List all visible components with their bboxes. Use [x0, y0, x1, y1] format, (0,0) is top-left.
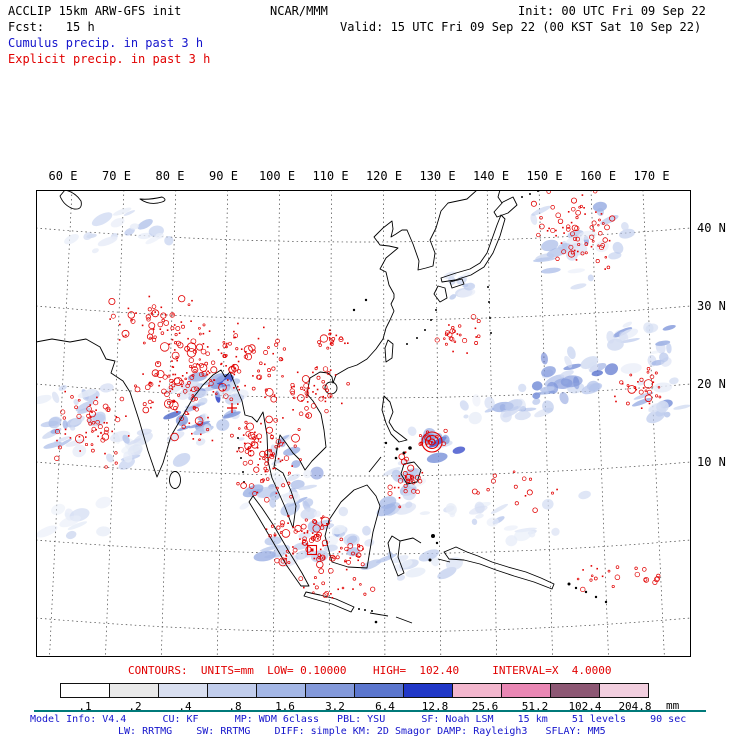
valid-time-label: Valid: 15 UTC Fri 09 Sep 22 (00 KST Sat …: [340, 20, 702, 34]
colorbar-tick-label: 51.2: [521, 700, 549, 713]
map-frame: [36, 190, 691, 657]
colorbar-cell: [550, 683, 600, 698]
colorbar-tick-label: .4: [178, 700, 192, 713]
lon-axis-label: 90 E: [209, 169, 238, 183]
kyushu: [433, 285, 448, 303]
java: [303, 591, 355, 613]
init-time-label: Init: 00 UTC Fri 09 Sep 22: [518, 4, 706, 18]
lon-axis-label: 60 E: [48, 169, 78, 183]
asia-mainland-coast: [36, 190, 478, 529]
colorbar: [60, 683, 649, 698]
typhoon-symbol: [428, 438, 436, 446]
colorbar-tick-label: .1: [78, 700, 92, 713]
colorbar-tick-label: 3.2: [325, 700, 345, 713]
typhoon-symbol: [421, 431, 443, 453]
lon-axis-label: 100 E: [258, 169, 296, 183]
colorbar-cell: [109, 683, 159, 698]
lon-axis-label: 140 E: [472, 169, 510, 183]
lat-axis-label: 10 N: [697, 455, 726, 469]
hokkaido: [493, 196, 518, 218]
palawan: [368, 456, 382, 473]
sri-lanka: [169, 471, 181, 489]
explicit-precip-layer: [36, 201, 691, 581]
lon-axis-label: 110 E: [312, 169, 349, 183]
small-islands: [237, 190, 608, 624]
divider-rule: [34, 710, 706, 712]
colorbar-cell: [501, 683, 551, 698]
lat-axis-label: 30 N: [697, 299, 726, 313]
borneo: [324, 484, 381, 569]
colorbar-cell: [403, 683, 453, 698]
typhoon-symbol: [424, 434, 440, 450]
square-marker: [310, 548, 314, 552]
colorbar-unit-label: mm: [666, 699, 680, 712]
taiwan: [384, 339, 394, 363]
mindanao: [400, 461, 422, 485]
luzon: [381, 395, 408, 443]
map-markers: [227, 403, 443, 556]
colorbar-cell: [158, 683, 208, 698]
timor: [395, 616, 413, 624]
square-marker: [306, 544, 318, 556]
lon-axis-label: 170 E: [633, 169, 670, 183]
lon-axis-label: 130 E: [419, 169, 456, 183]
graticule-grid: [36, 190, 691, 657]
contour-info-line: CONTOURS: UNITS=mm LOW= 0.10000 HIGH= 10…: [128, 664, 612, 677]
lon-axis-label: 120 E: [365, 169, 403, 183]
seram: [437, 558, 451, 563]
shikoku: [449, 278, 465, 289]
lat-axis-label: 20 N: [697, 377, 726, 391]
colorbar-tick-label: .8: [228, 700, 242, 713]
org-label: NCAR/MMM: [270, 4, 328, 18]
sulawesi: [387, 535, 422, 577]
cumulus-precip-layer: [54, 190, 662, 599]
aral-sea: [59, 190, 82, 210]
lon-axis-label: 150 E: [526, 169, 563, 183]
colorbar-tick-label: 25.6: [471, 700, 499, 713]
colorbar-tick-label: 6.4: [375, 700, 395, 713]
colorbar-tick-label: 102.4: [568, 700, 602, 713]
colorbar-labels: .1 .2 .4 .8 1.6 3.2 6.4 12.8 25.6 51.2 102.4 204.8: [60, 700, 660, 713]
colorbar-cell: [305, 683, 355, 698]
colorbar-cell: [354, 683, 404, 698]
honshu: [440, 214, 506, 283]
cross-marker: [227, 403, 237, 413]
colorbar-cell: [60, 683, 110, 698]
map-plot-area: [36, 190, 691, 657]
new-guinea: [443, 546, 555, 590]
lat-axis-label: 40 N: [697, 221, 726, 235]
colorbar-cell: [452, 683, 502, 698]
coastlines: [36, 190, 608, 624]
cumulus-legend-label: Cumulus precip. in past 3 h: [8, 36, 204, 50]
plot-title: ACCLIP 15km ARW-GFS init: [8, 4, 182, 18]
colorbar-cell: [207, 683, 257, 698]
flores: [369, 612, 389, 617]
lon-axis-label: 160 E: [579, 169, 617, 183]
colorbar-tick-label: 204.8: [618, 700, 652, 713]
explicit-legend-label: Explicit precip. in past 3 h: [8, 52, 211, 66]
typhoon-symbol: [431, 441, 433, 443]
sumatra: [248, 495, 310, 587]
model-info-line1: Model Info: V4.4 CU: KF MP: WDM 6class P…: [30, 714, 687, 725]
lon-axis-label: 80 E: [155, 169, 185, 183]
model-info-line2: LW: RRTMG SW: RRTMG DIFF: simple KM: 2D …: [118, 726, 606, 737]
colorbar-tick-label: 1.6: [275, 700, 295, 713]
lon-axis-label: 70 E: [102, 169, 131, 183]
colorbar-tick-label: 12.8: [421, 700, 449, 713]
sakhalin: [497, 190, 503, 204]
colorbar-tick-label: .2: [128, 700, 142, 713]
lake-balkhash: [139, 196, 166, 204]
colorbar-cell: [599, 683, 649, 698]
colorbar-cell: [256, 683, 306, 698]
forecast-hour-label: Fcst: 15 h: [8, 20, 95, 34]
